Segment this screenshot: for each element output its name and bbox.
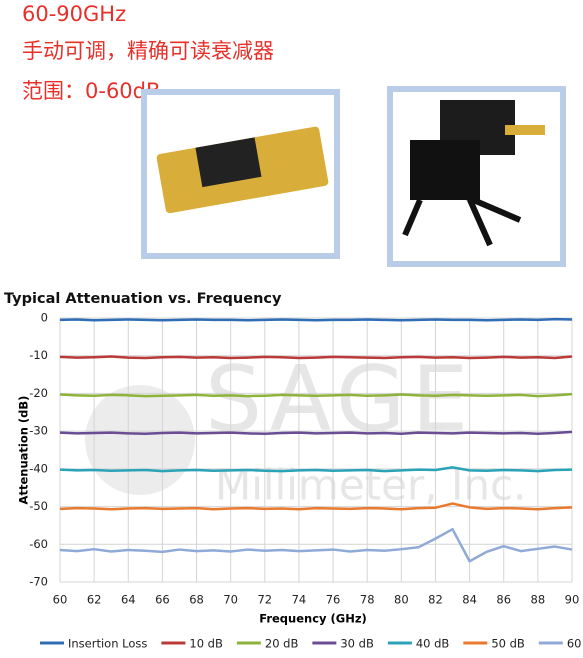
header-line: 手动可调，精确可读衰减器 (22, 39, 274, 63)
series-line (59, 317, 573, 322)
y-tick-label: -20 (29, 386, 48, 400)
y-tick-label: -30 (29, 424, 48, 438)
y-tick-label: -10 (29, 348, 48, 362)
x-tick-label: 74 (292, 593, 307, 607)
x-tick-label: 78 (360, 593, 375, 607)
legend-label: 30 dB (340, 637, 374, 651)
series-line (59, 392, 573, 398)
legend-label: 60 dB (567, 637, 583, 651)
x-tick-label: 62 (87, 593, 102, 607)
y-tick-label: -60 (29, 537, 48, 551)
x-tick-label: 88 (531, 593, 546, 607)
y-tick-label: -50 (29, 499, 48, 513)
watermark-text: Millimeter, Inc. (215, 461, 526, 510)
product-photo-1 (141, 89, 340, 259)
legend-label: Insertion Loss (68, 637, 147, 651)
x-tick-label: 60 (53, 593, 68, 607)
x-tick-label: 68 (189, 593, 204, 607)
header-line: 60-90GHz (22, 2, 126, 26)
chart-title: Typical Attenuation vs. Frequency (4, 291, 282, 307)
watermark-text: SAGE (205, 347, 474, 452)
series-line (59, 502, 573, 511)
header-line: 范围：0-60dB (22, 79, 160, 103)
x-tick-label: 76 (326, 593, 341, 607)
watermark: SAGE Millimeter, Inc. (85, 347, 526, 510)
legend-label: 10 dB (189, 637, 223, 651)
x-tick-label: 86 (496, 593, 511, 607)
x-tick-label: 82 (428, 593, 443, 607)
x-tick-label: 70 (223, 593, 238, 607)
y-axis-label: Attenuation (dB) (17, 396, 31, 505)
x-tick-label: 64 (121, 593, 136, 607)
legend-label: 40 dB (416, 637, 450, 651)
y-tick-label: -40 (29, 461, 48, 475)
x-tick-label: 84 (462, 593, 477, 607)
series-line (59, 466, 573, 473)
y-tick-label: -70 (29, 575, 48, 589)
series-line (59, 355, 573, 360)
series-line (59, 430, 573, 436)
x-axis-label: Frequency (GHz) (259, 612, 367, 626)
x-tick-label: 90 (565, 593, 580, 607)
product-photo-2 (387, 86, 566, 267)
x-tick-label: 80 (394, 593, 409, 607)
series-line (59, 527, 573, 563)
y-tick-label: 0 (41, 311, 48, 325)
legend-label: 50 dB (491, 637, 525, 651)
x-tick-label: 66 (155, 593, 170, 607)
legend-label: 20 dB (265, 637, 299, 651)
x-tick-label: 72 (257, 593, 272, 607)
